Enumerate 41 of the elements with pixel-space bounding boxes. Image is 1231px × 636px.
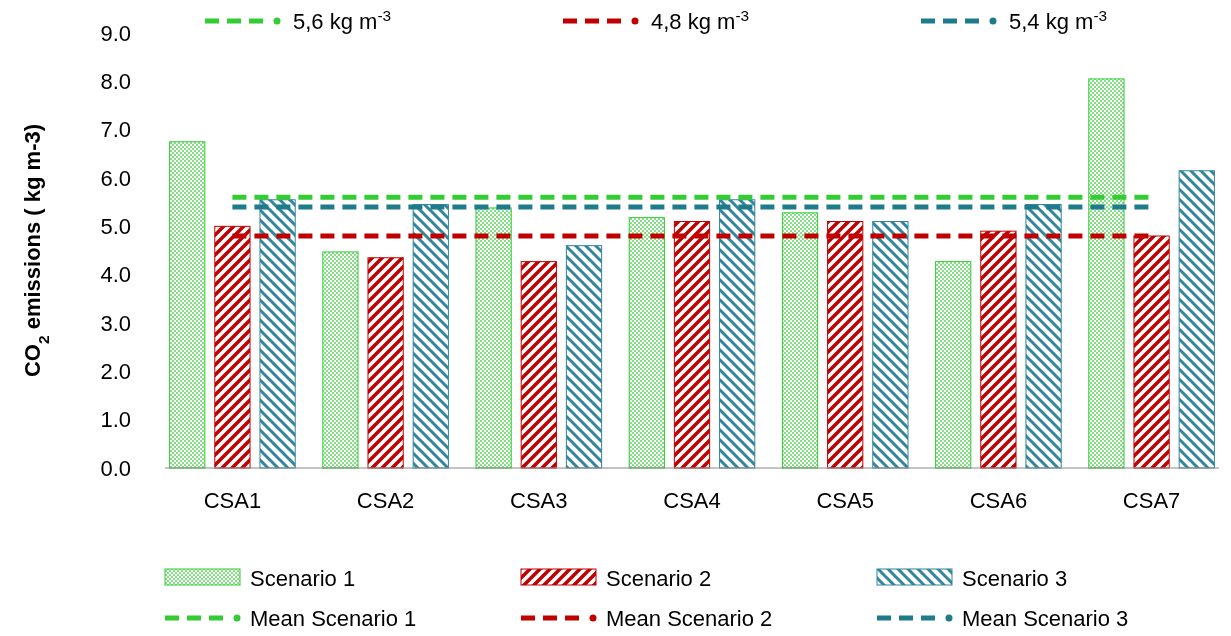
y-tick-label: 3.0 (100, 310, 131, 336)
x-tick-label: CSA7 (1122, 488, 1181, 513)
bar (628, 217, 665, 469)
y-tick-label: 0.0 (100, 455, 131, 481)
legend-label: Scenario 3 (962, 565, 1068, 591)
legend-label: Mean Scenario 3 (962, 605, 1129, 631)
bar (781, 212, 819, 469)
bar (259, 199, 296, 469)
bar (475, 207, 512, 469)
bar (719, 199, 756, 469)
x-tick-label: CSA3 (510, 488, 568, 513)
bar (872, 221, 909, 469)
x-tick-label: CSA1 (203, 488, 262, 513)
bar (520, 261, 557, 469)
annotation: 4,8 kg m$^{-3}$ (651, 6, 750, 34)
y-tick-label: 6.0 (100, 165, 131, 191)
y-tick-label: 9.0 (100, 20, 131, 46)
bar (367, 257, 404, 469)
x-tick-label: CSA4 (663, 488, 721, 513)
annotation: 5,6 kg m$^{-3}$ (293, 6, 392, 34)
bar (935, 261, 972, 469)
bar (322, 251, 359, 469)
bar (1178, 170, 1215, 469)
x-tick-label: CSA6 (969, 488, 1028, 513)
x-tick-label: CSA2 (356, 488, 415, 513)
y-tick-label: 5.0 (100, 213, 131, 239)
annotation: 5,4 kg m$^{-3}$ (1009, 6, 1108, 34)
legend-label: Scenario 2 (606, 565, 712, 591)
y-tick-label: 7.0 (100, 117, 131, 143)
y-tick-label: 8.0 (100, 68, 131, 94)
legend-label: Scenario 1 (250, 565, 356, 591)
bar (412, 204, 449, 469)
legend-label: Mean Scenario 1 (250, 605, 417, 631)
bar (1025, 204, 1062, 469)
bar (565, 245, 603, 469)
y-tick-label: 2.0 (100, 358, 131, 384)
y-tick-label: 1.0 (100, 407, 131, 433)
bar (169, 141, 206, 469)
legend-label: Mean Scenario 2 (606, 605, 773, 631)
x-tick-label: CSA5 (816, 488, 874, 513)
y-tick-label: 4.0 (100, 262, 131, 288)
